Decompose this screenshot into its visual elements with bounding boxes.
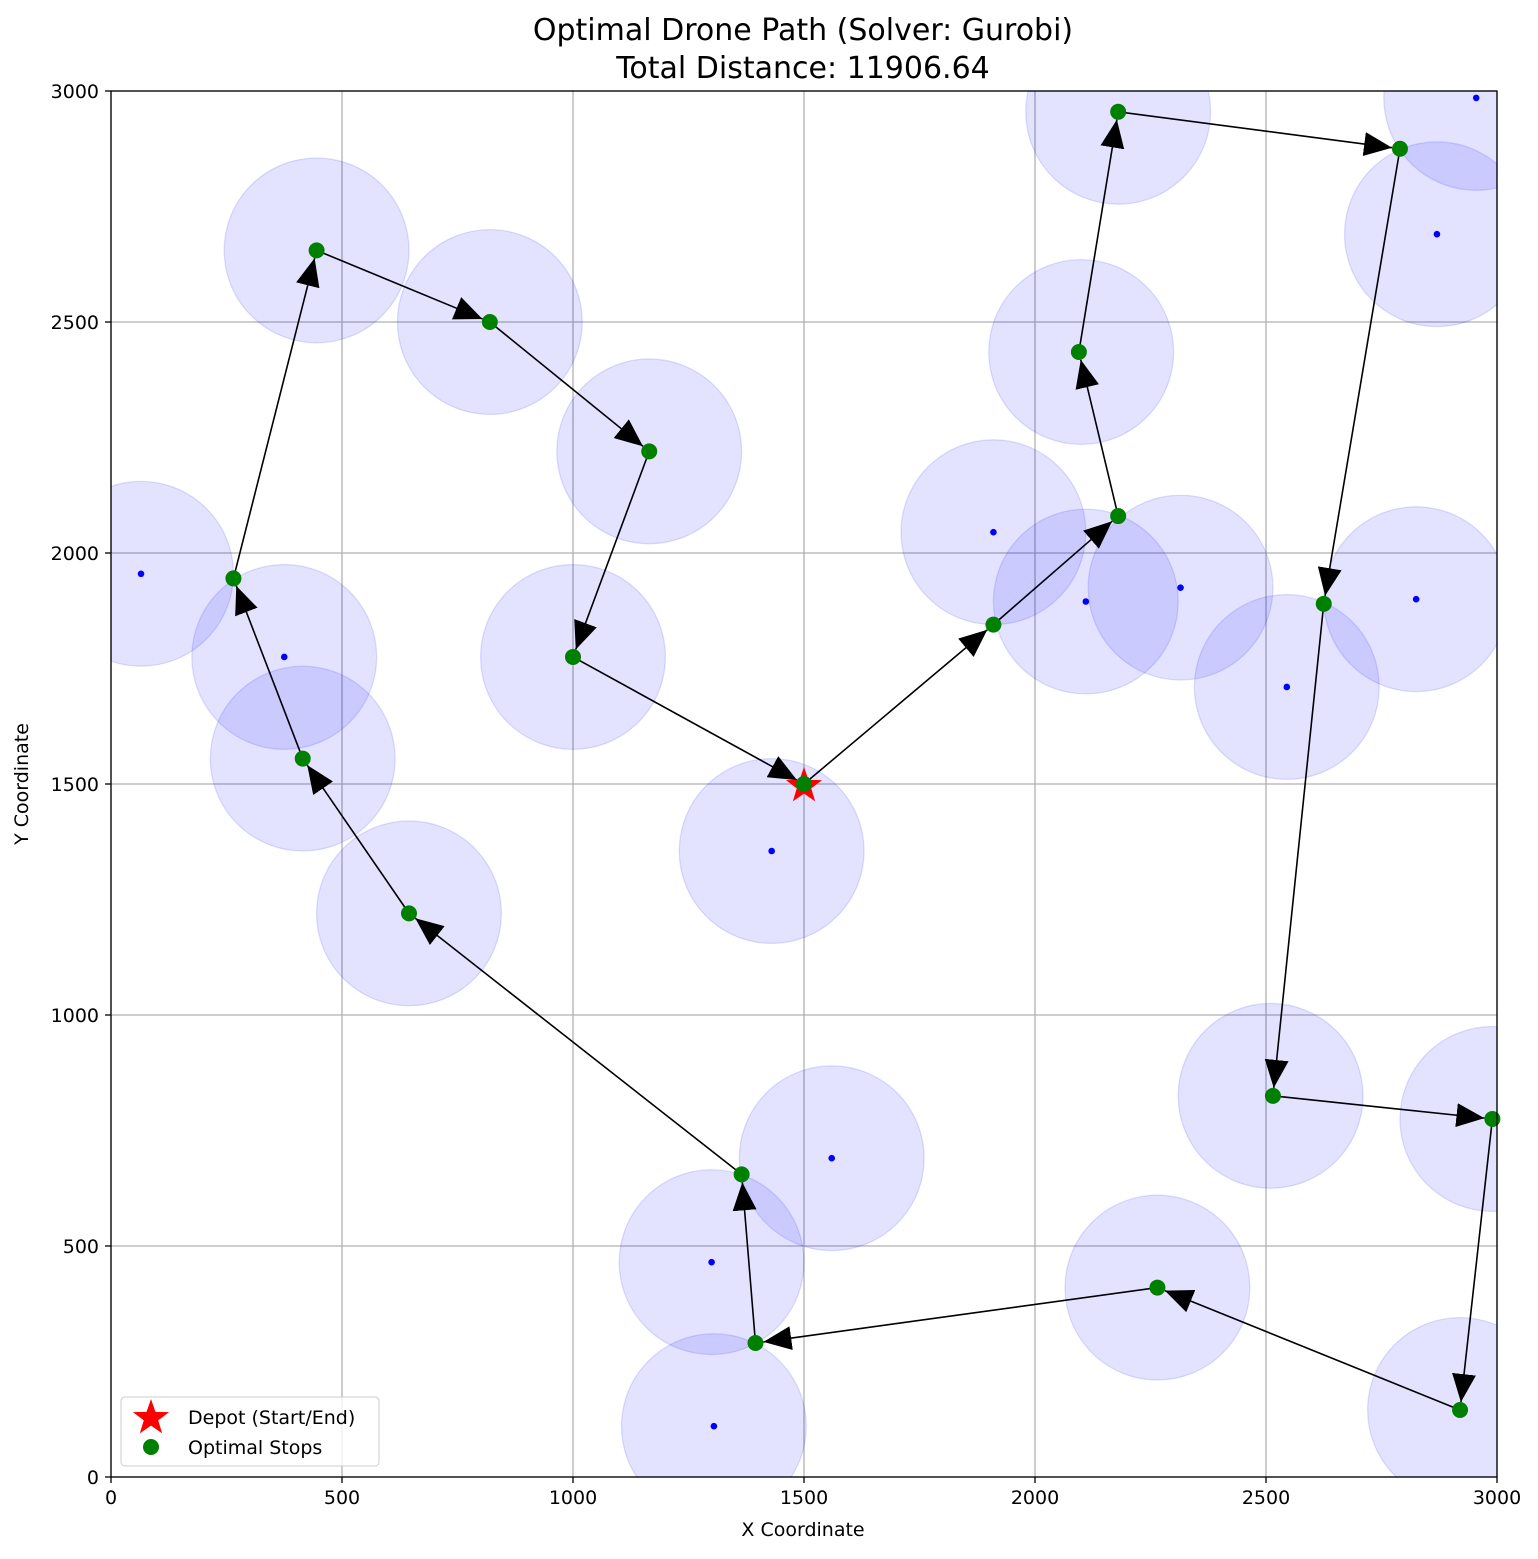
x-tick-label: 0 bbox=[105, 1487, 117, 1509]
route-arrow bbox=[1272, 1095, 1485, 1128]
optimal-stop bbox=[308, 242, 325, 259]
y-tick-label: 1500 bbox=[51, 774, 99, 796]
legend-label-stops: Optimal Stops bbox=[188, 1437, 322, 1459]
x-tick-label: 1000 bbox=[549, 1487, 597, 1509]
target-point bbox=[280, 653, 288, 661]
coverage-circle bbox=[1383, 91, 1497, 191]
route-arrow bbox=[992, 520, 1113, 626]
route-arrow bbox=[1452, 1118, 1494, 1403]
route-arrow bbox=[1078, 119, 1125, 353]
x-axis-label: X Coordinate bbox=[741, 1519, 864, 1541]
optimal-stop bbox=[225, 570, 242, 587]
target-point bbox=[828, 1154, 836, 1162]
x-tick-label: 2000 bbox=[1011, 1487, 1059, 1509]
route-arrow bbox=[1317, 148, 1401, 597]
route-arrow bbox=[1075, 359, 1119, 517]
chart-title: Optimal Drone Path (Solver: Gurobi) bbox=[533, 13, 1073, 48]
route-arrow bbox=[803, 629, 988, 785]
route-arrow bbox=[489, 321, 644, 447]
x-tick-label: 500 bbox=[324, 1487, 360, 1509]
optimal-stop bbox=[1070, 344, 1087, 361]
target-point bbox=[710, 1422, 718, 1430]
y-tick-label: 0 bbox=[87, 1467, 99, 1489]
y-tick-label: 1000 bbox=[51, 1005, 99, 1027]
x-tick-label: 3000 bbox=[1473, 1487, 1521, 1509]
target-point bbox=[1283, 683, 1291, 691]
route-arrow bbox=[306, 764, 410, 914]
coverage-circle bbox=[1343, 141, 1497, 328]
legend-label-depot: Depot (Start/End) bbox=[188, 1407, 355, 1429]
route-arrow bbox=[235, 585, 304, 759]
optimal-stop bbox=[1149, 1279, 1166, 1296]
optimal-stop bbox=[1264, 1087, 1281, 1104]
x-tick-label: 2500 bbox=[1242, 1487, 1290, 1509]
optimal-stop bbox=[1315, 595, 1332, 612]
route-arrow bbox=[574, 451, 650, 650]
target-point bbox=[137, 570, 145, 578]
coverage-circle bbox=[620, 1333, 807, 1477]
route-arrow bbox=[572, 656, 798, 781]
optimal-stop bbox=[733, 1166, 750, 1183]
optimal-stops bbox=[225, 103, 1501, 1419]
legend: Depot (Start/End) Optimal Stops bbox=[120, 1396, 380, 1467]
route-arrow bbox=[1264, 603, 1325, 1088]
target-point bbox=[1412, 595, 1420, 603]
route-arrow bbox=[232, 257, 320, 579]
route-arrow bbox=[1118, 110, 1393, 156]
y-axis-label: Y Coordinate bbox=[11, 723, 33, 846]
depot-stop bbox=[796, 776, 812, 792]
optimal-stop bbox=[1484, 1110, 1501, 1127]
target-point bbox=[768, 847, 775, 855]
optimal-stop bbox=[985, 616, 1002, 633]
optimal-stop bbox=[1452, 1402, 1469, 1419]
optimal-stop bbox=[1110, 103, 1127, 120]
legend-star-icon bbox=[132, 1399, 170, 1434]
optimal-stop bbox=[481, 314, 498, 330]
legend-stop-icon bbox=[143, 1439, 159, 1455]
route-arrows bbox=[232, 110, 1494, 1411]
route-arrow bbox=[763, 1286, 1158, 1350]
legend-box bbox=[120, 1396, 380, 1467]
y-tick-label: 2000 bbox=[51, 543, 99, 565]
optimal-stop bbox=[747, 1335, 764, 1352]
target-point bbox=[990, 528, 997, 536]
optimal-stop bbox=[1110, 508, 1127, 525]
target-point bbox=[708, 1258, 715, 1266]
route-arrow bbox=[1164, 1289, 1461, 1411]
optimal-stop bbox=[1391, 140, 1408, 157]
route-arrow bbox=[414, 917, 743, 1176]
coverage-circle bbox=[1399, 1025, 1497, 1212]
route-arrow bbox=[316, 249, 483, 320]
route-arrow bbox=[732, 1182, 757, 1344]
chart-subtitle: Total Distance: 11906.64 bbox=[615, 51, 990, 86]
optimal-stop bbox=[294, 750, 311, 767]
optimal-stop bbox=[565, 648, 581, 665]
y-tick-label: 500 bbox=[63, 1236, 99, 1258]
target-point bbox=[1472, 94, 1480, 102]
target-point bbox=[1082, 598, 1090, 605]
y-tick-label: 3000 bbox=[51, 81, 99, 103]
target-point bbox=[1177, 584, 1184, 591]
x-tick-label: 1500 bbox=[780, 1487, 828, 1509]
depot-layer bbox=[785, 767, 823, 802]
coverage-circles bbox=[111, 91, 1497, 1477]
y-tick-label: 2500 bbox=[51, 312, 99, 334]
optimal-stop bbox=[400, 905, 417, 922]
target-point bbox=[1433, 230, 1441, 238]
axis-ticks: 0 500 1000 1500 2000 2500 3000 0 500 1000 1500 2000… bbox=[51, 81, 1522, 1509]
optimal-stop bbox=[641, 443, 658, 460]
coverage-circle bbox=[1367, 1316, 1497, 1477]
